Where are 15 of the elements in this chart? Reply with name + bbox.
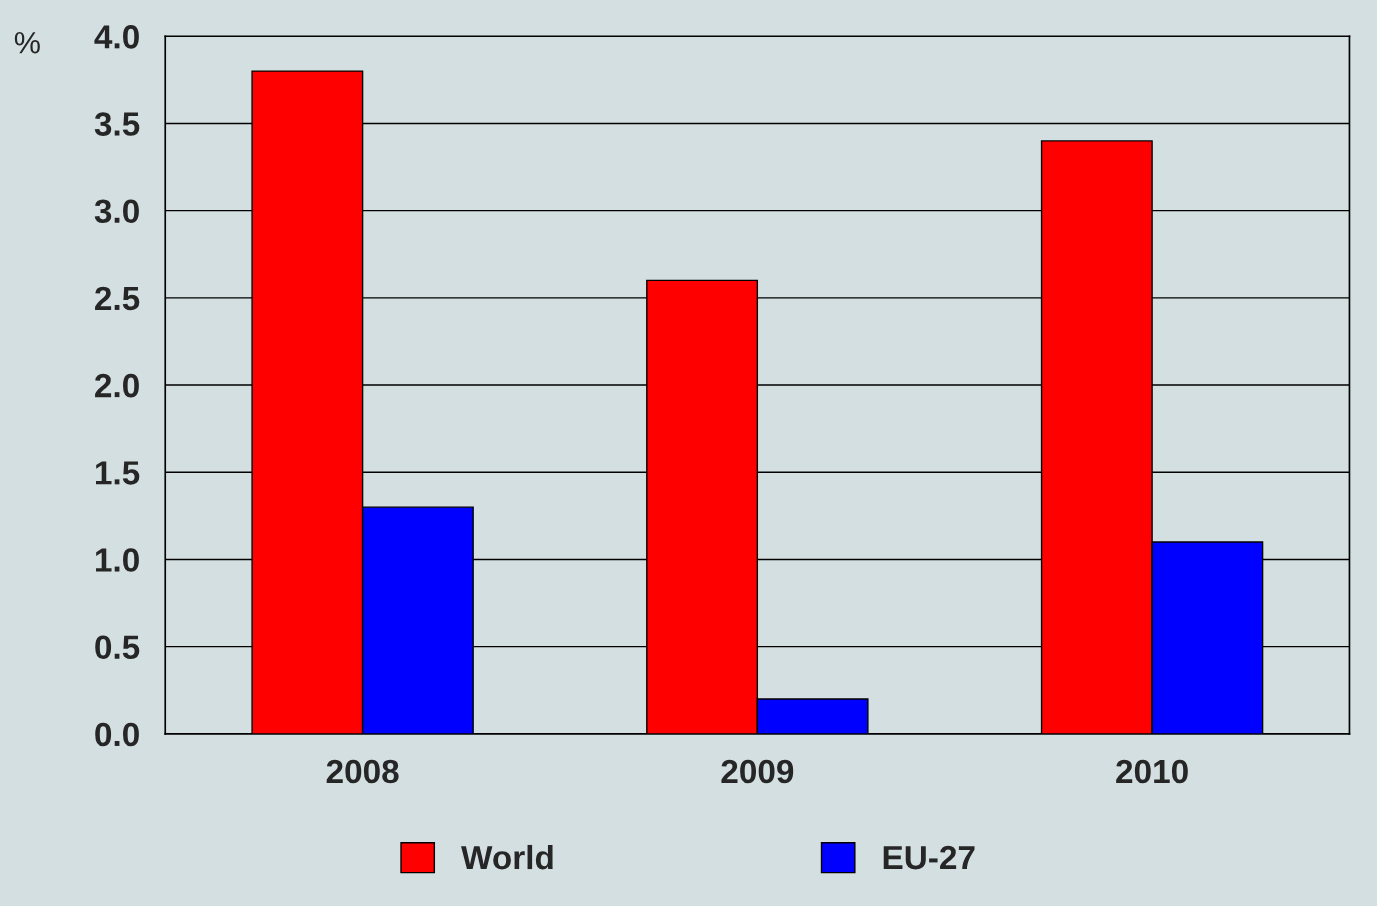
- y-tick-label: 0.0: [95, 722, 139, 747]
- x-tick-label: 2009: [721, 759, 794, 784]
- y-axis-title: %: [14, 32, 40, 54]
- y-tick-label: 2.0: [95, 373, 139, 398]
- y-tick-label: 2.5: [95, 286, 140, 311]
- y-tick-label: 0.5: [95, 635, 140, 660]
- y-tick-label: 1.0: [96, 548, 139, 572]
- x-tick-label: 2008: [326, 759, 399, 784]
- y-tick-label: 1.5: [96, 461, 140, 485]
- y-tick-label: 3.0: [94, 199, 139, 224]
- x-tick-label: 2010: [1116, 759, 1188, 784]
- y-tick-label: 3.5: [94, 112, 140, 136]
- legend-label: EU-27: [883, 845, 975, 870]
- legend-label: World: [461, 844, 553, 870]
- y-tick-label: 4.0: [94, 25, 139, 49]
